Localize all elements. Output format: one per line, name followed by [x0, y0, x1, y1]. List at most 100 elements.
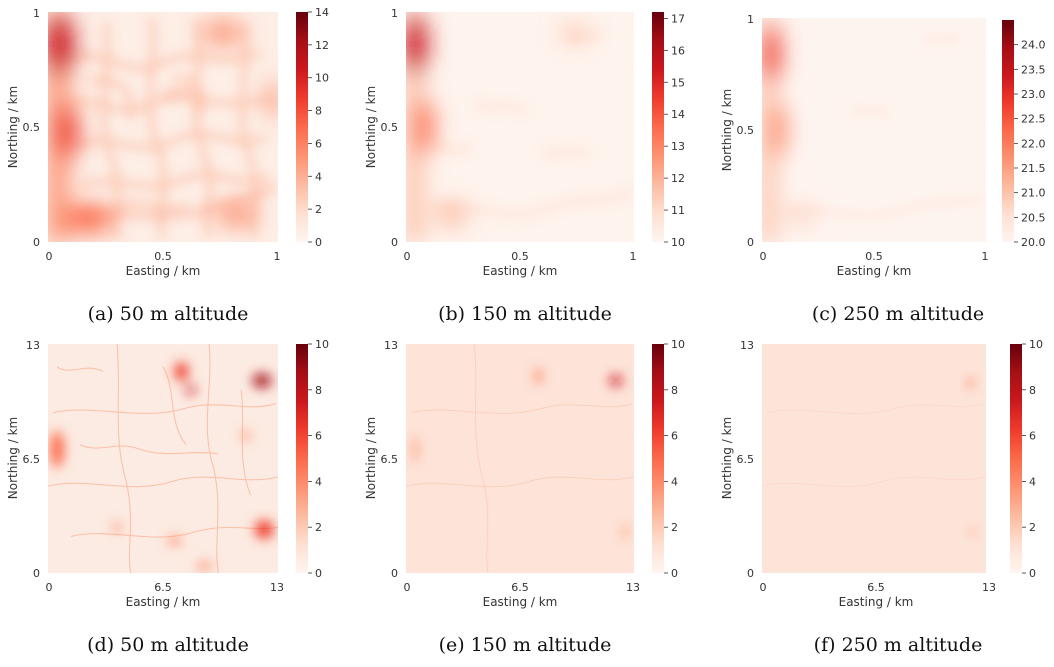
colorbar-tick-label: 6	[315, 430, 322, 443]
y-tick-label: 0	[33, 567, 40, 580]
colorbar-tick-label: 17	[671, 12, 685, 25]
colorbar-tick-label: 23.5	[1021, 63, 1046, 76]
x-tick-label: 13	[626, 581, 640, 594]
colorbar-e: 0 2 4 6 8 10	[652, 338, 685, 580]
colorbar-tick-label: 10	[671, 338, 685, 351]
colorbar-tick-label: 2	[315, 203, 322, 216]
colorbar-a: 0 2 4 6 8 10 12 14	[296, 6, 329, 249]
colorbar-tick-label: 8	[1029, 384, 1036, 397]
x-axis-label: Easting / km	[839, 595, 914, 609]
colorbar-tick-label: 4	[671, 475, 678, 488]
heatmap-f	[762, 344, 986, 573]
panel-c: 0 0.5 1 Easting / km 0 0.5 1 Northing / …	[720, 13, 1046, 325]
colorbar-gradient	[296, 344, 308, 573]
y-axis-label: Northing / km	[720, 89, 734, 171]
colorbar-tick-label: 21.5	[1021, 162, 1046, 175]
colorbar-tick-label: 6	[671, 430, 678, 443]
colorbar-tick-label: 14	[315, 6, 329, 19]
colorbar-tick-label: 6	[315, 137, 322, 150]
x-tick-label: 0	[404, 250, 411, 263]
colorbar-tick-label: 4	[315, 170, 322, 183]
colorbar-tick-label: 11	[671, 204, 685, 217]
y-tick-label: 13	[740, 339, 754, 352]
colorbar-b: 10 11 12 13 14 15 16 17	[652, 12, 685, 249]
panel-a: 0 0.5 1 Easting / km 0 0.5 1 Northing / …	[6, 6, 329, 325]
y-axis-d: 0 6.5 13 Northing / km	[6, 339, 40, 580]
heatmap-c	[762, 18, 986, 242]
heatmap-f-field	[762, 344, 986, 573]
x-tick-label: 1	[630, 250, 637, 263]
colorbar-tick-label: 20.5	[1021, 211, 1046, 224]
heatmap-a	[48, 12, 278, 242]
x-tick-label: 0	[760, 250, 767, 263]
heatmap-a-field	[48, 12, 278, 242]
x-tick-label: 0.5	[154, 250, 172, 263]
colorbar-tick-label: 13	[671, 140, 685, 153]
y-axis-label: Northing / km	[6, 86, 20, 168]
colorbar-tick-label: 24.0	[1021, 39, 1046, 52]
panel-b: 0 0.5 1 Easting / km 0 0.5 1 Northing / …	[364, 7, 685, 325]
y-axis-f: 0 6.5 13 Northing / km	[720, 339, 754, 580]
heatmap-e-field	[406, 344, 634, 573]
y-axis-c: 0 0.5 1 Northing / km	[720, 13, 754, 249]
heatmap-d-field	[48, 344, 278, 573]
colorbar-tick-label: 14	[671, 108, 685, 121]
y-tick-label: 1	[747, 13, 754, 26]
y-tick-label: 0	[747, 236, 754, 249]
colorbar-tick-label: 21.0	[1021, 187, 1046, 200]
panel-d: 0 6.5 13 Easting / km 0 6.5 13 Northing …	[6, 338, 329, 656]
y-axis-label: Northing / km	[364, 417, 378, 499]
y-axis-e: 0 6.5 13 Northing / km	[364, 339, 398, 580]
colorbar-tick-label: 4	[1029, 475, 1036, 488]
x-axis-label: Easting / km	[126, 595, 201, 609]
colorbar-tick-label: 8	[315, 384, 322, 397]
y-axis-label: Northing / km	[720, 417, 734, 499]
colorbar-tick-label: 8	[315, 105, 322, 118]
x-tick-label: 13	[270, 581, 284, 594]
colorbar-tick-label: 15	[671, 76, 685, 89]
y-tick-label: 0.5	[23, 121, 41, 134]
y-tick-label: 6.5	[381, 453, 399, 466]
x-axis-f: 0 6.5 13 Easting / km	[760, 581, 997, 609]
x-axis-b: 0 0.5 1 Easting / km	[404, 250, 637, 278]
caption-d: (d) 50 m altitude	[87, 634, 249, 656]
colorbar-gradient	[1010, 344, 1022, 573]
y-tick-label: 0	[391, 567, 398, 580]
colorbar-d: 0 2 4 6 8 10	[296, 338, 329, 580]
colorbar-tick-label: 10	[315, 338, 329, 351]
x-tick-label: 1	[982, 250, 989, 263]
caption-c: (c) 250 m altitude	[812, 303, 984, 325]
y-tick-label: 0	[33, 236, 40, 249]
colorbar-tick-label: 20.0	[1021, 236, 1046, 249]
colorbar-gradient	[652, 12, 664, 242]
colorbar-tick-label: 10	[671, 236, 685, 249]
x-axis-c: 0 0.5 1 Easting / km	[760, 250, 989, 278]
colorbar-tick-label: 22.5	[1021, 113, 1046, 126]
colorbar-gradient	[652, 344, 664, 573]
x-tick-label: 13	[982, 581, 996, 594]
x-axis-label: Easting / km	[837, 264, 912, 278]
x-tick-label: 0	[404, 581, 411, 594]
x-tick-label: 6.5	[154, 581, 172, 594]
x-axis-label: Easting / km	[126, 264, 201, 278]
heatmap-d	[48, 344, 278, 573]
y-tick-label: 6.5	[737, 453, 755, 466]
heatmap-c-field	[762, 18, 986, 242]
colorbar-tick-label: 12	[315, 39, 329, 52]
heatmap-b	[406, 12, 634, 242]
colorbar-tick-label: 10	[1029, 338, 1043, 351]
x-tick-label: 0	[46, 581, 53, 594]
heatmap-e	[406, 344, 634, 573]
colorbar-tick-label: 22.0	[1021, 137, 1046, 150]
y-tick-label: 1	[391, 7, 398, 20]
panel-e: 0 6.5 13 Easting / km 0 6.5 13 Northing …	[364, 338, 685, 656]
y-axis-a: 0 0.5 1 Northing / km	[6, 7, 40, 249]
x-tick-label: 0.5	[511, 250, 529, 263]
colorbar-tick-label: 23.0	[1021, 88, 1046, 101]
y-tick-label: 0.5	[737, 124, 755, 137]
y-tick-label: 0	[747, 567, 754, 580]
colorbar-tick-label: 0	[671, 567, 678, 580]
y-tick-label: 13	[26, 339, 40, 352]
y-axis-label: Northing / km	[364, 86, 378, 168]
